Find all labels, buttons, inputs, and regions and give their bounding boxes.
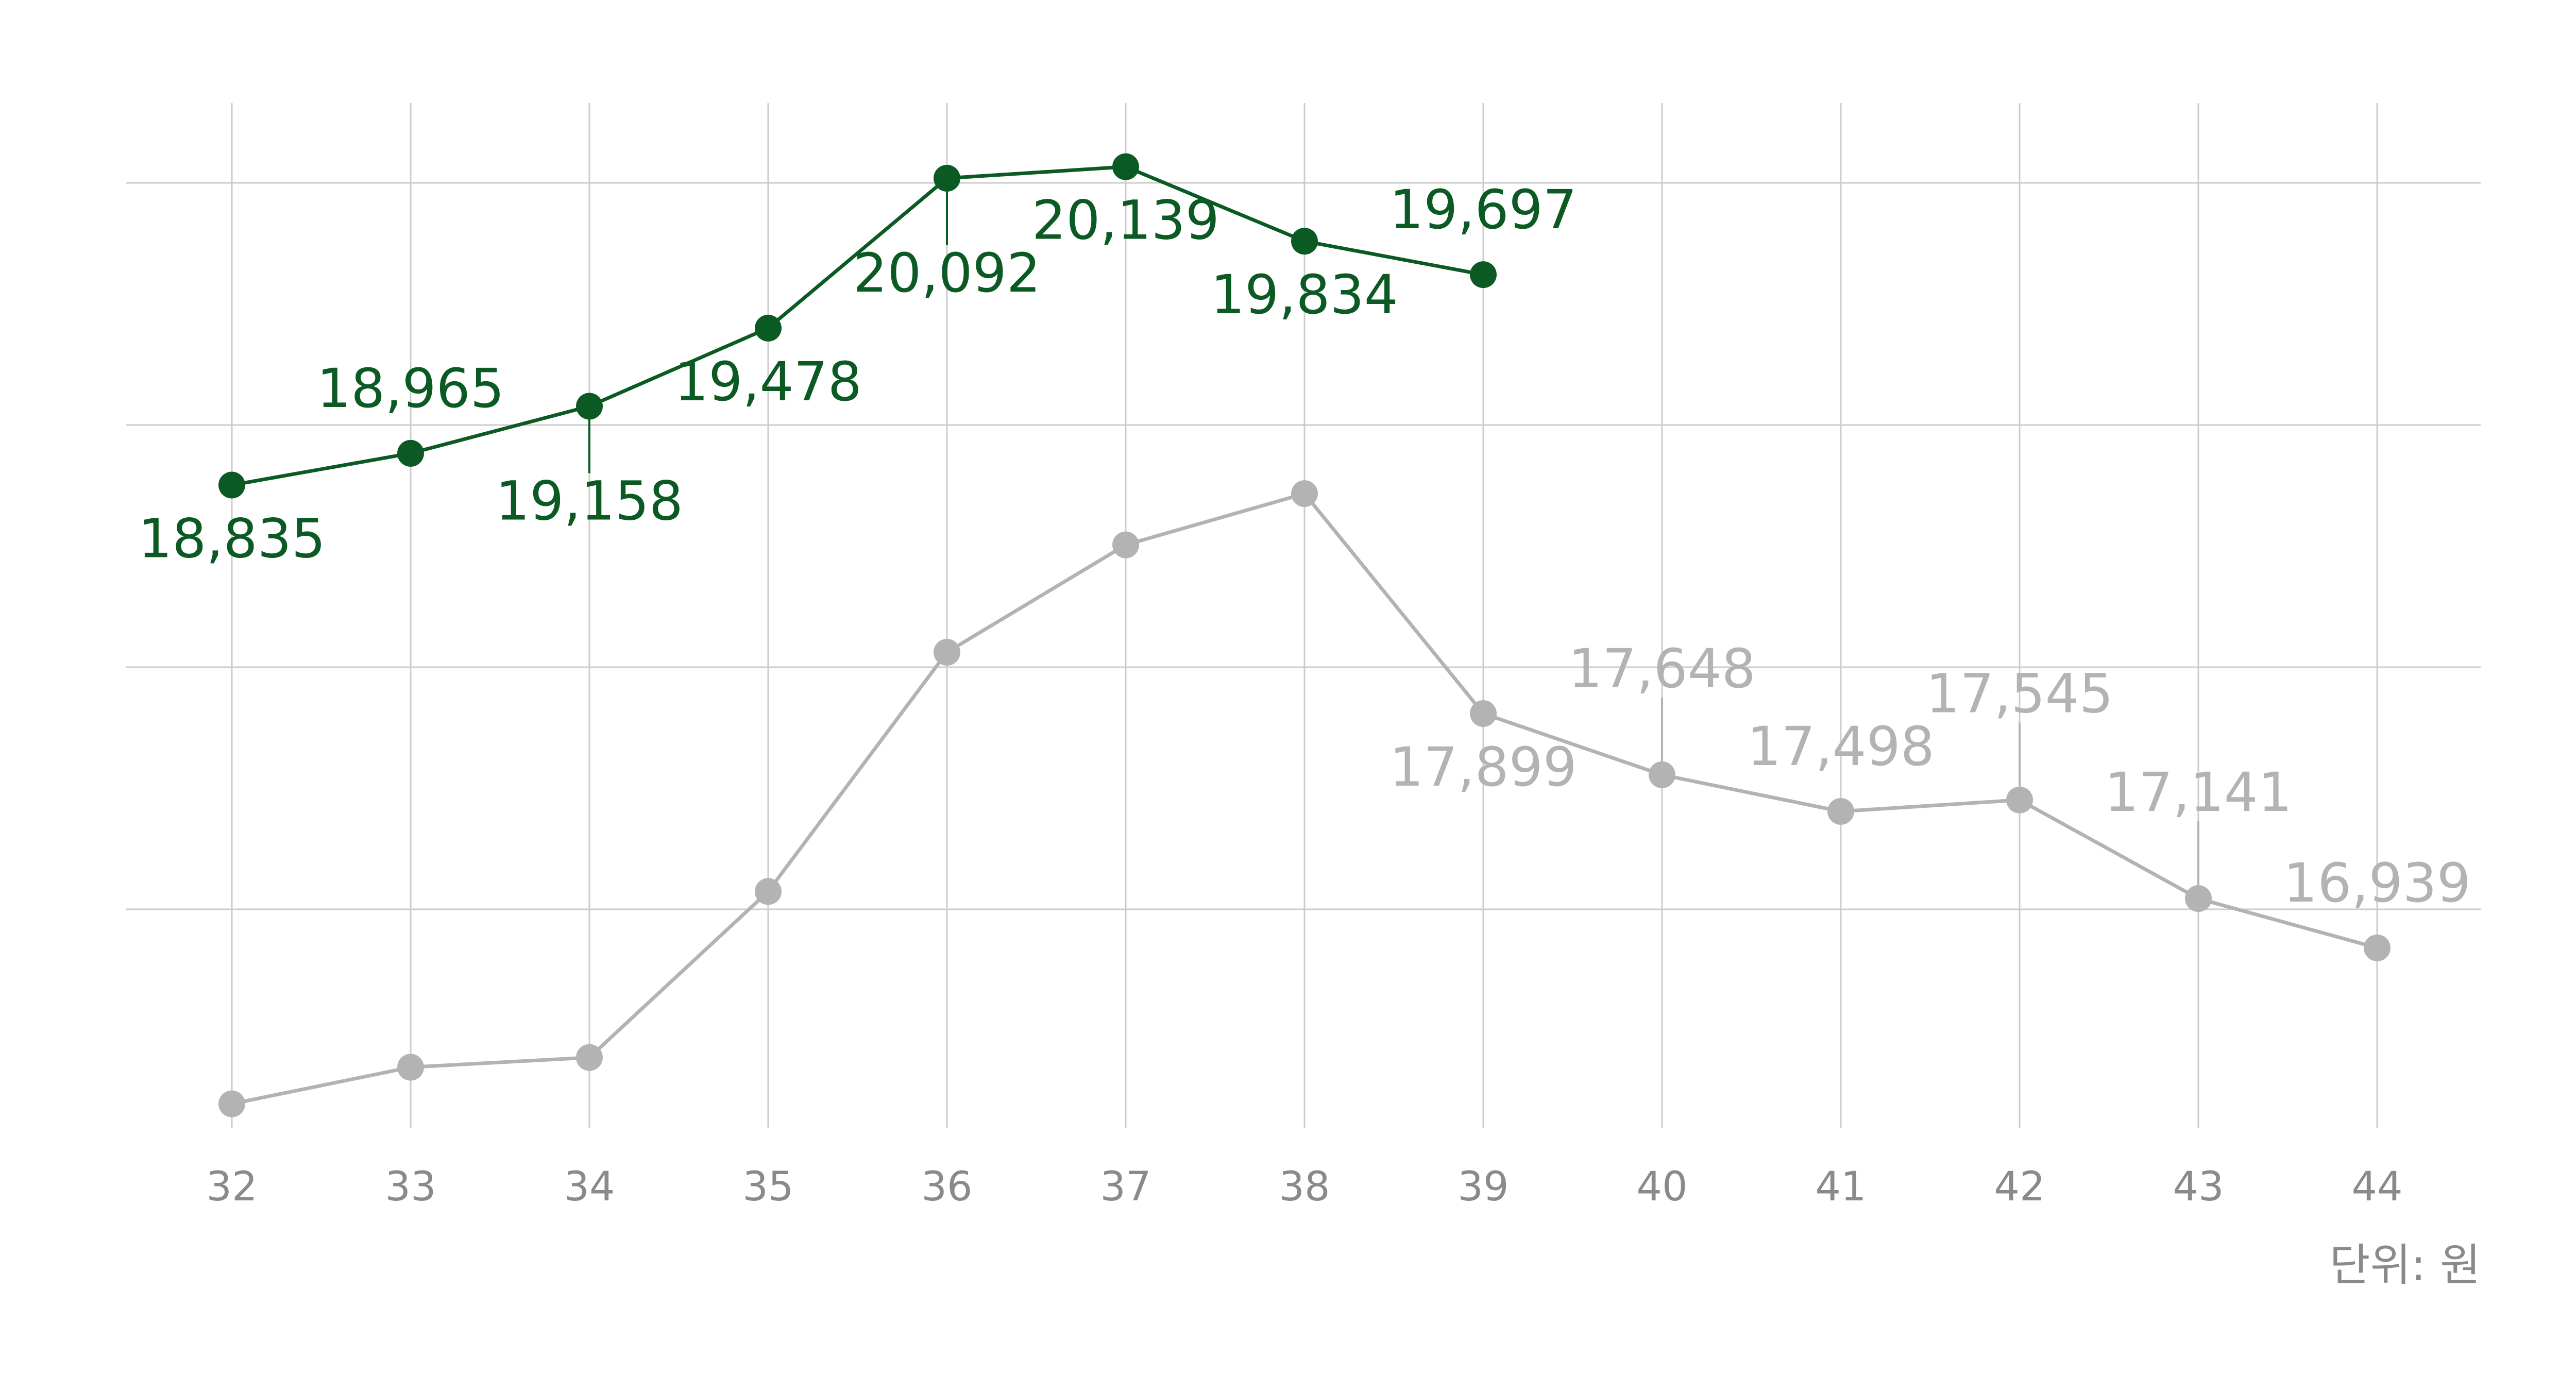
x-tick-label: 43 [2173, 1164, 2224, 1210]
series-1 [218, 153, 1497, 499]
series-2 [218, 480, 2391, 1117]
data-point [934, 639, 960, 666]
data-label: 19,478 [674, 350, 862, 413]
data-point [576, 1044, 603, 1071]
data-label: 17,498 [1747, 715, 1935, 778]
data-point [397, 439, 424, 467]
data-point [1112, 531, 1139, 558]
x-tick-label: 38 [1279, 1164, 1330, 1210]
x-tick-label: 42 [1994, 1164, 2045, 1210]
data-point [576, 393, 603, 420]
data-point [218, 471, 245, 499]
x-tick-label: 37 [1100, 1164, 1151, 1210]
data-label: 20,092 [853, 242, 1041, 304]
data-point [2185, 885, 2212, 912]
data-point [1649, 761, 1675, 788]
data-label: 18,835 [138, 507, 326, 570]
data-point [1291, 480, 1318, 507]
x-tick-label: 36 [921, 1164, 972, 1210]
data-point [1470, 700, 1497, 727]
x-tick-label: 39 [1458, 1164, 1509, 1210]
data-label: 16,939 [2283, 852, 2471, 914]
data-label: 17,141 [2105, 761, 2292, 824]
data-label: 17,899 [1389, 736, 1577, 799]
x-tick-label: 32 [206, 1164, 257, 1210]
data-point [1112, 153, 1139, 180]
data-point [2006, 786, 2033, 813]
data-label: 19,158 [496, 469, 683, 532]
data-point [755, 878, 782, 905]
x-tick-label: 41 [1815, 1164, 1866, 1210]
data-point [1827, 798, 1854, 825]
x-tick-label: 35 [742, 1164, 793, 1210]
data-point [397, 1054, 424, 1081]
data-point [1470, 261, 1497, 289]
data-label: 18,965 [317, 357, 504, 420]
data-label: 19,834 [1211, 263, 1398, 326]
data-point [934, 164, 960, 192]
data-point [1291, 228, 1318, 255]
x-axis: 32 33 34 35 36 37 38 39 40 41 42 43 44 [206, 1164, 2402, 1210]
data-label: 17,545 [1926, 663, 2113, 725]
unit-note: 단위: 원 [2329, 1240, 2481, 1291]
data-point [755, 314, 782, 342]
series-line [231, 165, 1484, 487]
data-point [2364, 934, 2391, 961]
x-tick-label: 44 [2351, 1164, 2402, 1210]
chart-grid [126, 103, 2481, 1128]
data-label: 19,697 [1389, 178, 1577, 241]
data-label: 17,648 [1568, 637, 1756, 700]
x-tick-label: 33 [385, 1164, 436, 1210]
data-point [218, 1090, 245, 1117]
x-tick-label: 40 [1636, 1164, 1687, 1210]
x-tick-label: 34 [564, 1164, 615, 1210]
data-label: 20,139 [1032, 189, 1219, 252]
